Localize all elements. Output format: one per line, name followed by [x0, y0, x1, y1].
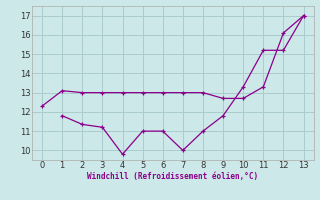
X-axis label: Windchill (Refroidissement éolien,°C): Windchill (Refroidissement éolien,°C) — [87, 172, 258, 181]
